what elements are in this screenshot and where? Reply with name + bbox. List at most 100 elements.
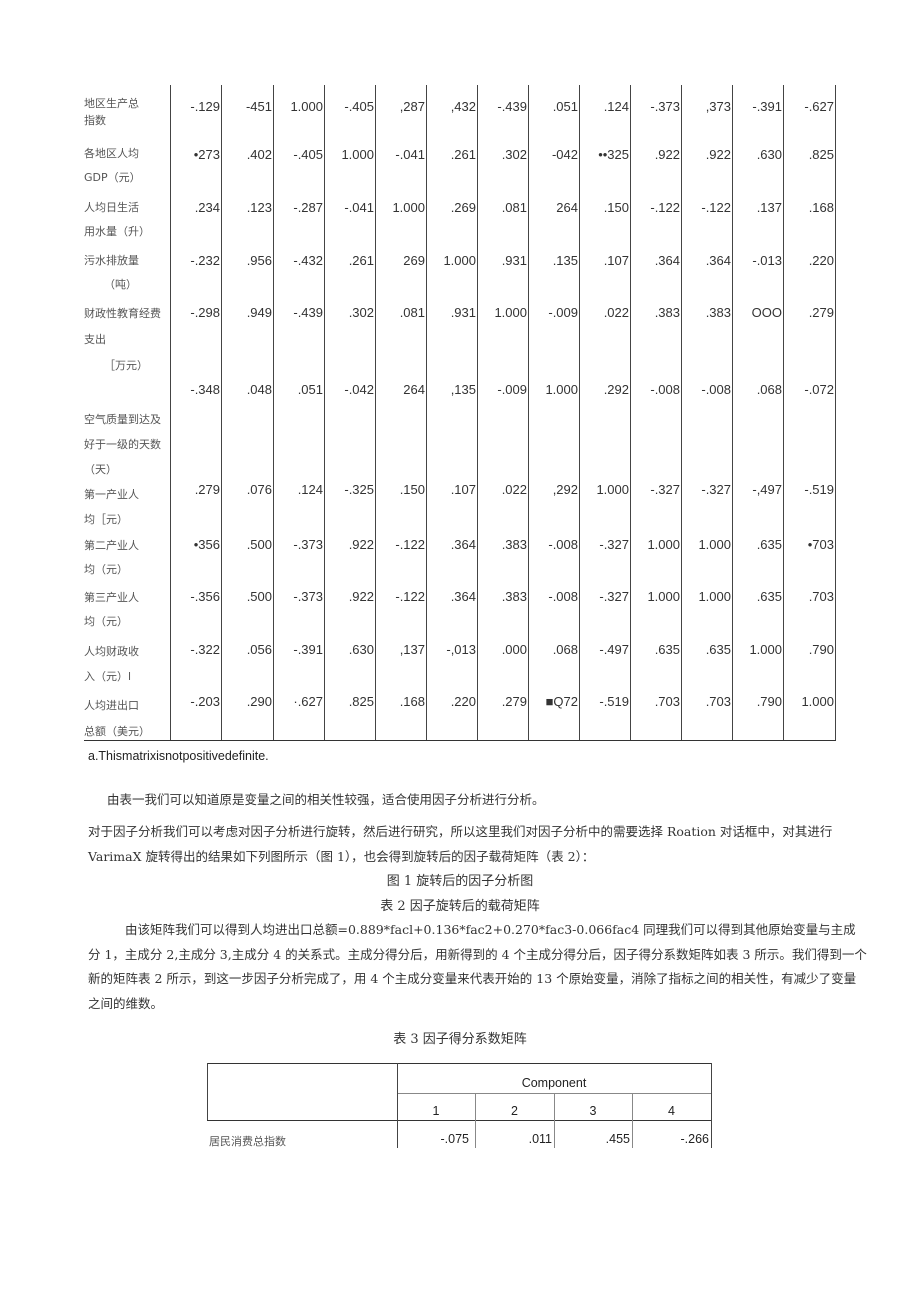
cell-value: .022	[501, 482, 527, 497]
cell-value: .048	[246, 382, 272, 397]
cell-value: OOO	[751, 305, 782, 320]
cell-value: .364	[450, 589, 476, 604]
cell-value: 264	[403, 382, 425, 397]
column-header: 2	[511, 1104, 518, 1118]
cell-value: .279	[808, 305, 834, 320]
table-2-caption: 表 2 因子旋转后的载荷矩阵	[380, 899, 540, 914]
cell-value: .364	[450, 537, 476, 552]
row-label-line: 均（元）	[84, 615, 128, 628]
row-label-line: （天）	[84, 463, 117, 476]
cell-value: -.122	[395, 589, 425, 604]
cell-value: 1.000	[443, 253, 476, 268]
cell-value: .364	[654, 253, 680, 268]
cell-value: -.009	[497, 382, 527, 397]
cell-value: 1.000	[392, 200, 425, 215]
cell-value: -.325	[344, 482, 374, 497]
cell-value: .825	[348, 694, 374, 709]
cell-value: 1.000	[596, 482, 629, 497]
cell-value: 269	[403, 253, 425, 268]
cell-value: .234	[194, 200, 220, 215]
component-header: Component	[521, 1076, 587, 1090]
cell-value: .220	[450, 694, 476, 709]
cell-value: .051	[297, 382, 323, 397]
cell-value: .150	[603, 200, 629, 215]
row-label-line: 第三产业人	[84, 591, 139, 604]
cell-value: 1.000	[647, 589, 680, 604]
cell-value: -.373	[293, 589, 323, 604]
cell-value: ,135	[450, 382, 476, 397]
cell-value: .290	[246, 694, 272, 709]
cell-value: .630	[756, 147, 782, 162]
cell-value: .279	[194, 482, 220, 497]
cell-value: -.327	[599, 589, 629, 604]
cell-value: -,013	[446, 642, 476, 657]
row-label-line: 人均财政收	[84, 645, 139, 658]
cell-value: -.519	[804, 482, 834, 497]
column-divider	[221, 85, 222, 740]
cell-value: .068	[756, 382, 782, 397]
row-label-line: （吨）	[104, 278, 137, 291]
cell-value: .364	[705, 253, 731, 268]
cell-value: -.075	[440, 1132, 470, 1146]
cell-value: -.405	[344, 99, 374, 114]
cell-value: .455	[605, 1132, 630, 1146]
column-divider	[273, 85, 274, 740]
cell-value: .220	[808, 253, 834, 268]
row-label-line: 指数	[84, 114, 106, 127]
row-label: 人均财政收入（元）l	[84, 639, 139, 689]
row-label-line: 支出	[84, 333, 106, 346]
cell-value: .956	[246, 253, 272, 268]
row-label-line: 均（元）	[84, 563, 128, 576]
cell-value: .137	[756, 200, 782, 215]
column-header: 4	[668, 1104, 675, 1118]
cell-value: .630	[348, 642, 374, 657]
cell-value: -.298	[190, 305, 220, 320]
cell-value: .931	[501, 253, 527, 268]
cell-value: 1.000	[290, 99, 323, 114]
cell-value: .790	[808, 642, 834, 657]
cell-value: .150	[399, 482, 425, 497]
cell-value: .269	[450, 200, 476, 215]
cell-value: .279	[501, 694, 527, 709]
cell-value: -451	[245, 99, 272, 114]
row-label-line: 财政性教育经费	[84, 307, 161, 320]
cell-value: 1.000	[341, 147, 374, 162]
cell-value: .022	[603, 305, 629, 320]
figure-1-caption: 图 1 旋转后的因子分析图	[386, 874, 534, 889]
cell-value: -.497	[599, 642, 629, 657]
cell-value: .635	[654, 642, 680, 657]
cell-value: .011	[528, 1132, 552, 1146]
cell-value: ■Q72	[545, 694, 578, 709]
column-divider	[630, 85, 631, 740]
row-label: 污水排放量 （吨）	[84, 249, 139, 297]
row-label-line: 地区生产总	[84, 97, 139, 110]
column-divider	[681, 85, 682, 740]
cell-value: 1.000	[698, 589, 731, 604]
row-label-line: 入（元）l	[84, 670, 132, 683]
cell-value: ,292	[552, 482, 578, 497]
row-label: 各地区人均 GDP（元）	[84, 142, 141, 190]
cell-value: -.008	[548, 589, 578, 604]
cell-value: .124	[603, 99, 629, 114]
cell-value: .302	[501, 147, 527, 162]
row-label-line: 好于一级的天数	[84, 438, 161, 451]
cell-value: ••325	[598, 147, 629, 162]
cell-value: .703	[705, 694, 731, 709]
cell-value: .135	[552, 253, 578, 268]
cell-value: .056	[246, 642, 272, 657]
column-divider	[477, 85, 478, 740]
cell-value: -.356	[190, 589, 220, 604]
cell-value: -.327	[701, 482, 731, 497]
cell-value: .261	[450, 147, 476, 162]
cell-value: .635	[705, 642, 731, 657]
row-label-line: 第二产业人	[84, 539, 139, 552]
row-label-line: 用水量（升）	[84, 225, 150, 238]
row-label-line: 污水排放量	[84, 254, 139, 267]
cell-value: .931	[450, 305, 476, 320]
cell-value: .107	[450, 482, 476, 497]
column-divider	[324, 85, 325, 740]
cell-value: 1.000	[647, 537, 680, 552]
cell-value: .123	[246, 200, 272, 215]
column-divider	[732, 85, 733, 740]
